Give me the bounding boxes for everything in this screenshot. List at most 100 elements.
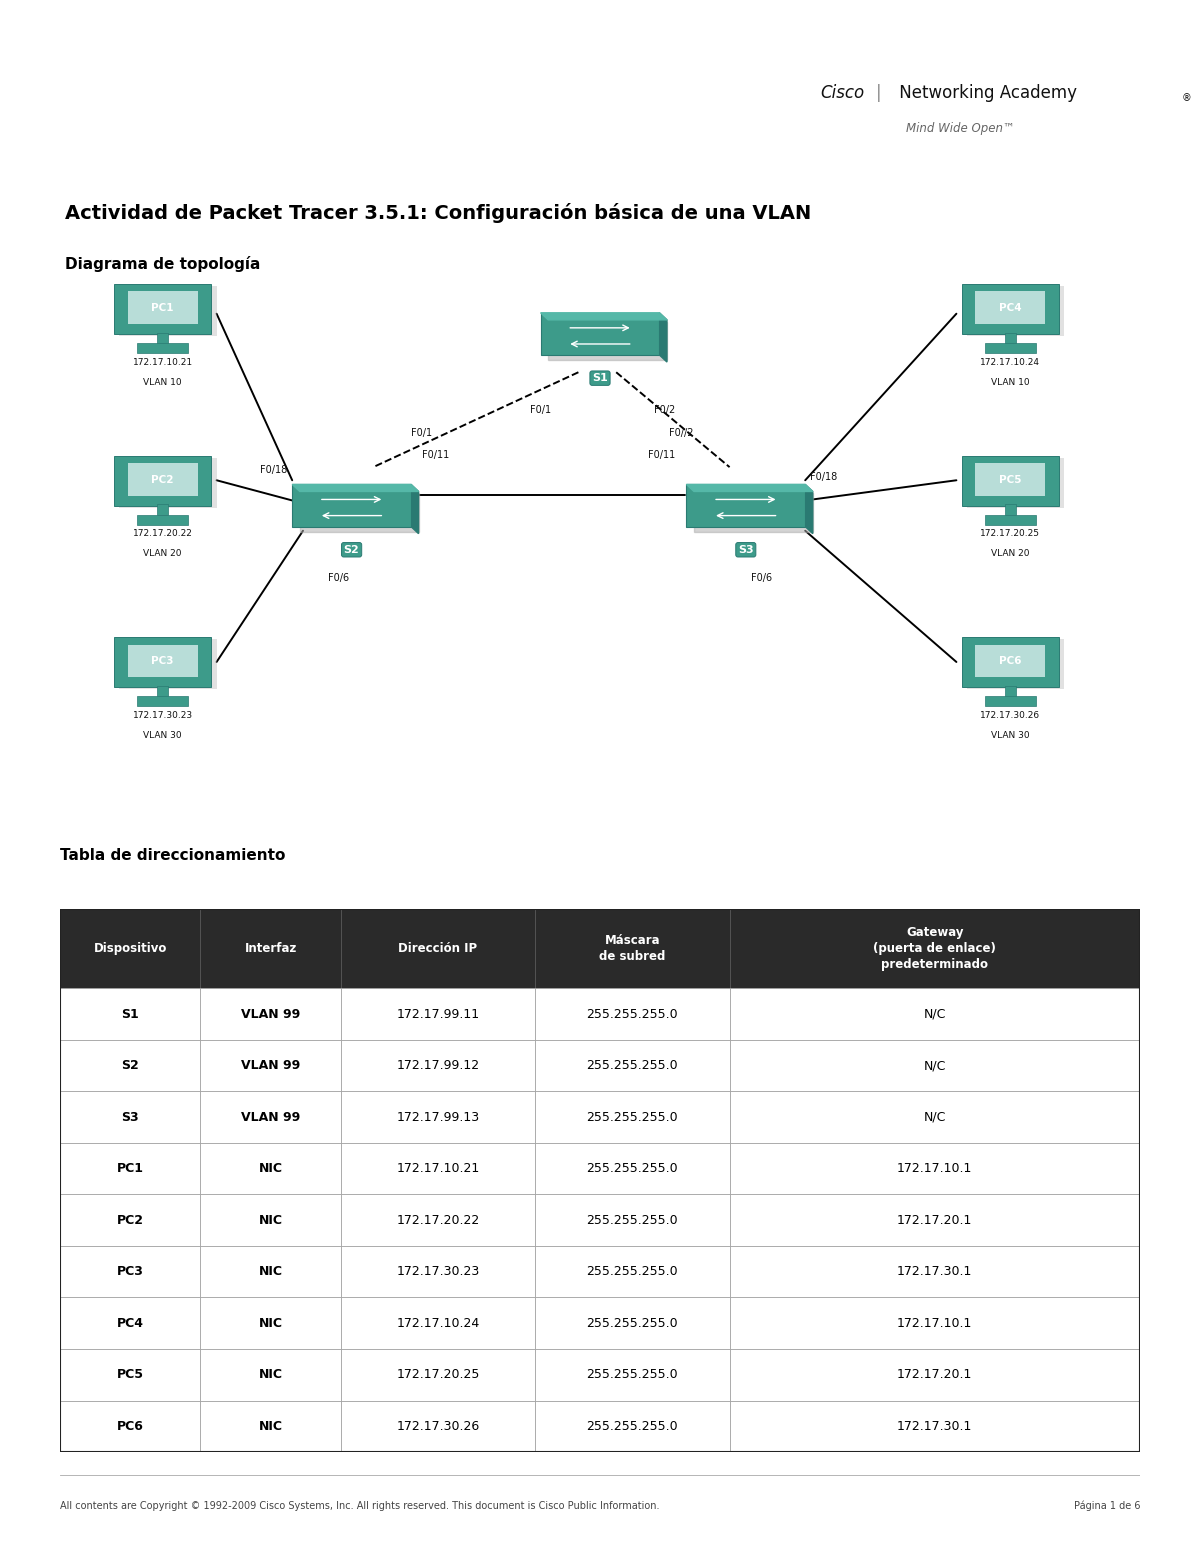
Bar [60, 1297, 200, 1350]
Text: 255.255.255.0: 255.255.255.0 [587, 1059, 678, 1072]
Text: Página 1 de 6: Página 1 de 6 [1074, 1500, 1140, 1511]
Text: F0/2: F0/2 [654, 405, 676, 415]
Bar [60, 1143, 200, 1194]
Bar [985, 343, 1036, 353]
Bar [137, 514, 188, 525]
Bar [967, 286, 1064, 335]
Bar [341, 1246, 535, 1297]
Text: 172.17.30.26: 172.17.30.26 [396, 1419, 480, 1433]
Text: F0/1: F0/1 [530, 405, 551, 415]
Text: F0/1: F0/1 [412, 427, 432, 438]
Bar [341, 1143, 535, 1194]
Bar [341, 1297, 535, 1350]
Text: 172.17.99.12: 172.17.99.12 [396, 1059, 480, 1072]
Bar [730, 1350, 1140, 1401]
Polygon shape [805, 485, 812, 534]
Text: PC6: PC6 [116, 1419, 144, 1433]
Text: VLAN 99: VLAN 99 [241, 1110, 300, 1124]
Text: 255.255.255.0: 255.255.255.0 [587, 1110, 678, 1124]
Bar [976, 292, 1045, 325]
Text: 172.17.20.1: 172.17.20.1 [898, 1214, 972, 1227]
Text: F0//2: F0//2 [668, 427, 694, 438]
Bar [22, 26, 26, 34]
Bar [60, 988, 200, 1041]
Bar [50, 23, 55, 42]
Bar [137, 696, 188, 707]
Bar [200, 1246, 341, 1297]
Text: NIC: NIC [259, 1266, 283, 1278]
Bar [36, 23, 41, 42]
Bar [79, 23, 84, 42]
Text: 172.17.30.1: 172.17.30.1 [898, 1266, 972, 1278]
Text: F0/18: F0/18 [260, 466, 288, 475]
Polygon shape [686, 485, 812, 491]
Bar [60, 1194, 200, 1246]
Text: Networking Academy: Networking Academy [894, 84, 1078, 102]
Text: NIC: NIC [259, 1162, 283, 1176]
Bar [43, 22, 48, 45]
Text: VLAN 99: VLAN 99 [241, 1059, 300, 1072]
Text: Gateway
(puerta de enlace)
predeterminado: Gateway (puerta de enlace) predeterminad… [874, 926, 996, 971]
Polygon shape [300, 494, 419, 533]
Bar [341, 988, 535, 1041]
Bar [157, 505, 168, 516]
Bar [535, 1350, 730, 1401]
Text: PC3: PC3 [151, 657, 174, 666]
Text: NIC: NIC [259, 1214, 283, 1227]
Bar [341, 1092, 535, 1143]
Text: N/C: N/C [924, 1110, 946, 1124]
Polygon shape [293, 485, 419, 491]
Bar [200, 1350, 341, 1401]
Bar [72, 25, 77, 37]
Text: 172.17.10.24: 172.17.10.24 [396, 1317, 480, 1329]
Text: 255.255.255.0: 255.255.255.0 [587, 1368, 678, 1381]
Bar [730, 1092, 1140, 1143]
Text: 172.17.10.1: 172.17.10.1 [898, 1317, 972, 1329]
Text: S2: S2 [121, 1059, 139, 1072]
Bar [686, 485, 805, 526]
Bar [976, 644, 1045, 677]
Bar [962, 455, 1060, 505]
Bar [200, 1194, 341, 1246]
Text: Mind Wide Open™: Mind Wide Open™ [906, 121, 1014, 135]
Text: F0/6: F0/6 [328, 573, 349, 584]
Bar [535, 1401, 730, 1452]
Text: 255.255.255.0: 255.255.255.0 [587, 1266, 678, 1278]
Bar [341, 909, 535, 988]
Bar [535, 1246, 730, 1297]
Text: PC5: PC5 [1000, 475, 1021, 485]
Bar [127, 463, 198, 495]
Text: 172.17.10.1: 172.17.10.1 [898, 1162, 972, 1176]
Bar [200, 1041, 341, 1092]
Text: NIC: NIC [259, 1317, 283, 1329]
Text: PC1: PC1 [116, 1162, 144, 1176]
Bar [730, 1041, 1140, 1092]
Bar [114, 455, 211, 505]
Text: 172.17.99.13: 172.17.99.13 [396, 1110, 480, 1124]
Polygon shape [410, 485, 419, 534]
Polygon shape [660, 312, 667, 362]
Bar [200, 988, 341, 1041]
Bar [127, 644, 198, 677]
Bar [730, 909, 1140, 988]
Bar [967, 458, 1064, 508]
Text: 172.17.30.26: 172.17.30.26 [980, 711, 1040, 721]
Text: 255.255.255.0: 255.255.255.0 [587, 1008, 678, 1020]
Text: 255.255.255.0: 255.255.255.0 [587, 1419, 678, 1433]
Bar [200, 909, 341, 988]
Bar [127, 292, 198, 325]
Text: F0/6: F0/6 [751, 573, 773, 584]
Text: PC5: PC5 [116, 1368, 144, 1381]
Polygon shape [541, 312, 667, 320]
Text: VLAN 99: VLAN 99 [241, 1008, 300, 1020]
Text: F0/11: F0/11 [422, 450, 450, 460]
Text: VLAN 20: VLAN 20 [143, 550, 182, 559]
Text: PC3: PC3 [116, 1266, 144, 1278]
Bar [985, 696, 1036, 707]
Bar [120, 286, 216, 335]
Text: 172.17.30.23: 172.17.30.23 [132, 711, 193, 721]
Text: 172.17.20.22: 172.17.20.22 [396, 1214, 480, 1227]
Bar [535, 1194, 730, 1246]
Text: S1: S1 [592, 373, 608, 384]
Polygon shape [548, 321, 667, 360]
